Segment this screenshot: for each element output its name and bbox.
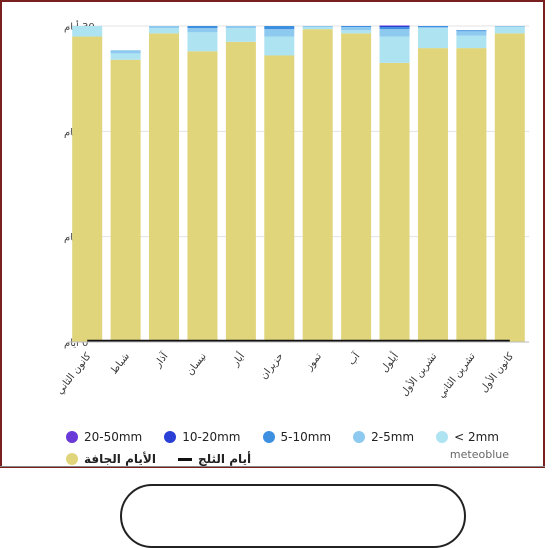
x-tick-label: آذار: [150, 349, 171, 370]
bar-segment: [341, 30, 372, 34]
x-tick-label: حزيران: [258, 351, 285, 382]
bar-segment: [456, 35, 487, 49]
x-tick-label: أيلول: [378, 350, 401, 375]
legend-item-lt-2mm[interactable]: < 2mm: [436, 430, 499, 444]
bar-segment: [72, 26, 103, 37]
bar-segment: [149, 28, 180, 34]
bar-segment: [341, 26, 372, 28]
legend-label: أيام الثلج: [197, 452, 252, 466]
legend-swatch: [262, 431, 275, 443]
bar-segment: [225, 28, 256, 42]
legend: 20-50mm 10-20mm 5-10mm 2-5mm < 2mm: [66, 426, 526, 470]
bar-segment: [379, 29, 410, 37]
bar-segment: [456, 30, 487, 32]
divider: [0, 466, 545, 467]
legend-swatch: [436, 431, 449, 443]
bar-segment: [264, 55, 295, 342]
bottom-panel: [120, 484, 466, 548]
bar-segment: [417, 48, 448, 343]
x-tick-label: شباط: [109, 351, 132, 376]
x-tick-label: تشرين الأول: [397, 350, 439, 399]
bar-segment: [379, 27, 410, 30]
bar-segment: [379, 26, 410, 28]
legend-item-dry-days[interactable]: الأيام الجافة: [66, 452, 156, 466]
bar-segment: [264, 26, 295, 30]
legend-swatch: [353, 431, 366, 443]
bar-segment: [302, 26, 333, 28]
x-tick-label: تموز: [303, 351, 324, 373]
bar-segment: [494, 27, 525, 34]
x-tick-label: كانون الأول: [477, 350, 516, 395]
legend-item-10-20mm[interactable]: 10-20mm: [164, 430, 241, 444]
bar-segment: [302, 29, 333, 342]
bar-segment: [110, 53, 141, 60]
bar-segment: [187, 51, 218, 342]
legend-swatch: [66, 431, 78, 443]
bar-segment: [187, 28, 218, 33]
bar-segment: [379, 36, 410, 63]
legend-item-snow-days[interactable]: أيام الثلج: [177, 452, 252, 466]
legend-label: < 2mm: [454, 430, 499, 444]
legend-label: 10-20mm: [182, 430, 241, 444]
bar-segment: [417, 28, 448, 49]
legend-item-20-50mm[interactable]: 20-50mm: [66, 430, 142, 444]
legend-swatch: [164, 431, 177, 443]
legend-row-dry-snow: الأيام الجافة أيام الثلج: [66, 448, 526, 470]
legend-swatch: [66, 453, 78, 465]
x-tick-label: نيسان: [185, 351, 209, 378]
legend-label: الأيام الجافة: [84, 452, 156, 466]
bar-segment: [341, 33, 372, 343]
bar-segment: [341, 27, 372, 31]
x-tick-label: تشرين الثاني: [436, 351, 478, 400]
legend-label: 5-10mm: [280, 430, 332, 444]
x-tick-label: أيار: [228, 350, 247, 370]
bar-segment: [456, 48, 487, 343]
bar-segment: [494, 26, 525, 28]
legend-label: 20-50mm: [84, 430, 143, 444]
bar-segment: [225, 41, 256, 343]
legend-row-precipitation: 20-50mm 10-20mm 5-10mm 2-5mm < 2mm: [66, 426, 526, 448]
bar-segment: [264, 29, 295, 37]
credit-label: meteoblue: [449, 448, 509, 461]
bar-segment: [149, 33, 180, 343]
bar-segment: [264, 36, 295, 56]
legend-item-5-10mm[interactable]: 5-10mm: [262, 430, 332, 444]
bar-segment: [149, 26, 180, 29]
x-tick-label: آب: [345, 349, 364, 368]
legend-swatch-line: [177, 457, 192, 461]
bar-segment: [110, 59, 141, 342]
bar-segment: [379, 62, 410, 342]
bar-segment: [225, 26, 256, 29]
bar-segment: [72, 36, 103, 343]
legend-label: 2-5mm: [371, 430, 415, 444]
bar-segment: [110, 50, 141, 54]
x-tick-label: كانون الثاني: [55, 351, 94, 397]
bar-segment: [302, 27, 333, 30]
bar-segment: [417, 27, 448, 29]
bar-segment: [494, 33, 525, 343]
bar-segment: [417, 26, 448, 28]
bar-segment: [456, 31, 487, 36]
bar-segment: [187, 26, 218, 29]
bar-segment: [187, 32, 218, 52]
bar-segment: [379, 25, 410, 26]
legend-item-2-5mm[interactable]: 2-5mm: [353, 430, 414, 444]
